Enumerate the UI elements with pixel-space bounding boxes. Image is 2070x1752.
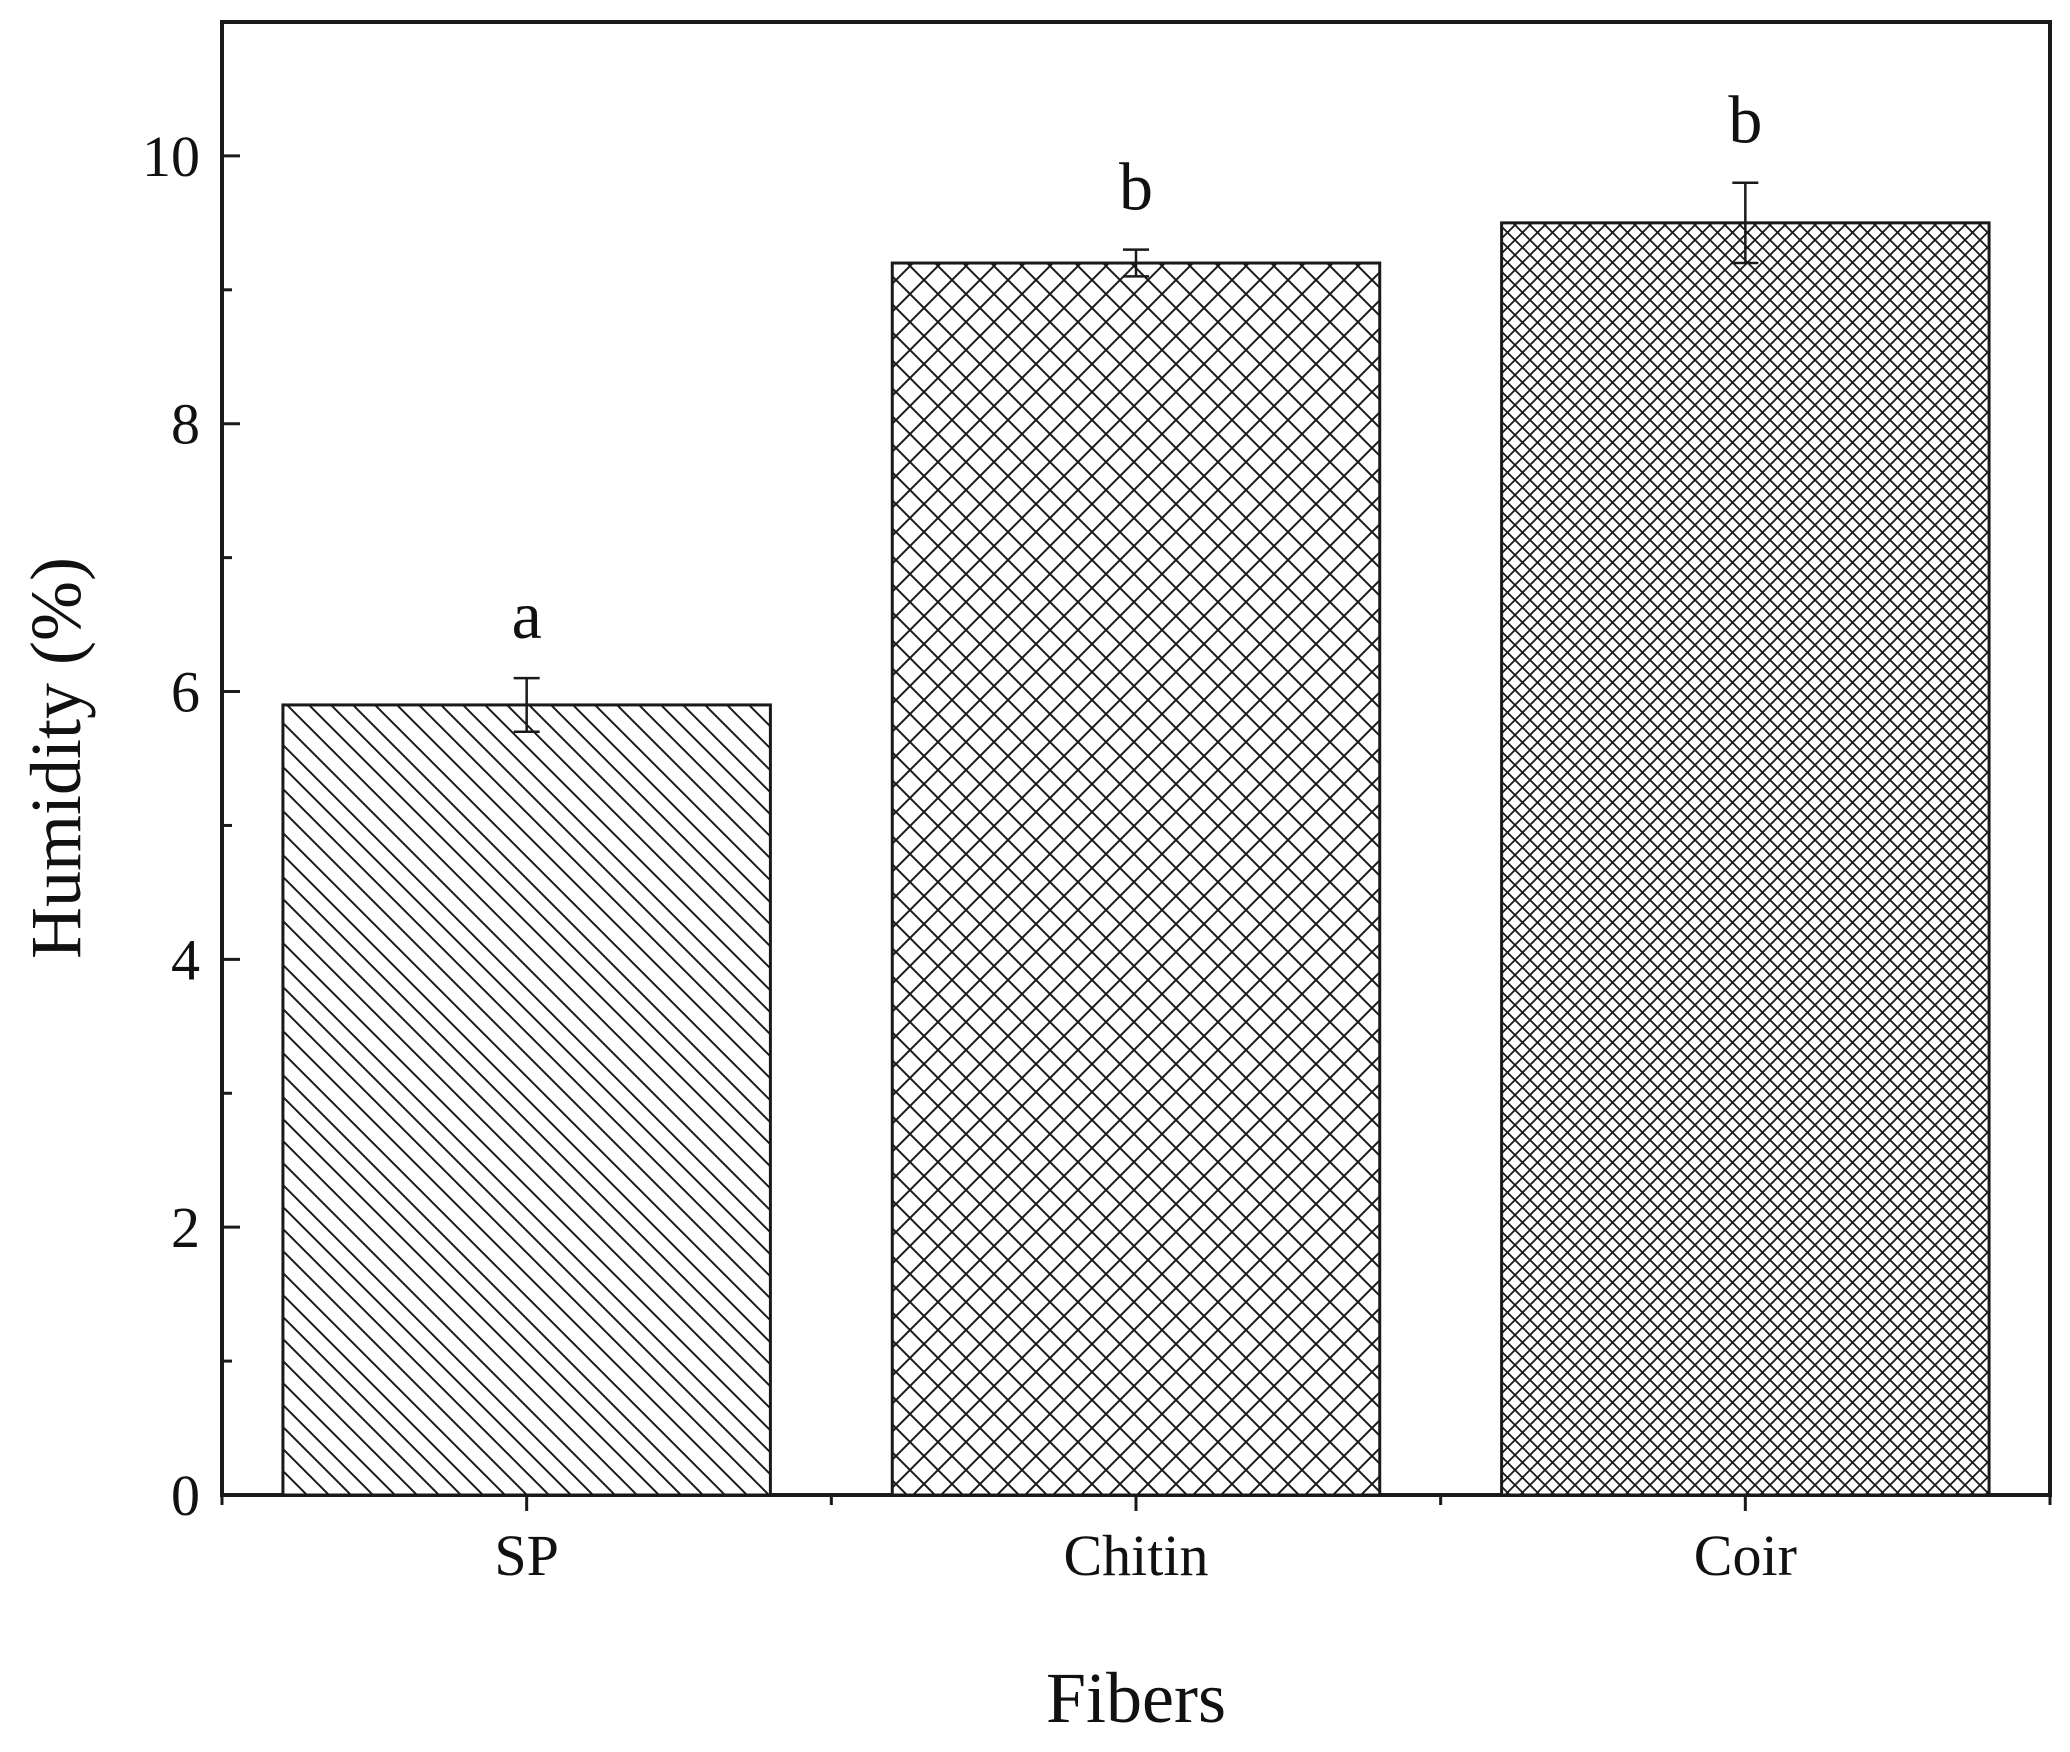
bar-chitin: [890, 261, 1382, 1497]
bar-sp: [281, 703, 772, 1497]
y-tick-label-4: 8: [171, 392, 200, 457]
x-tick-label-coir: Coir: [1694, 1523, 1797, 1588]
bar-coir: [1500, 221, 1991, 1497]
x-tick-label-chitin: Chitin: [1063, 1523, 1208, 1588]
y-tick-label-2: 4: [171, 927, 200, 992]
significance-label-sp: a: [512, 577, 542, 653]
y-tick-label-5: 10: [142, 124, 200, 189]
bars-group: a b b: [281, 82, 1991, 1497]
y-axis-title: Humidity (%): [16, 557, 96, 959]
x-tick-label-sp: SP: [494, 1523, 559, 1588]
significance-label-coir: b: [1728, 82, 1762, 158]
x-axis: SP Chitin Coir: [220, 1495, 2052, 1588]
y-tick-label-1: 2: [171, 1195, 200, 1260]
significance-label-chitin: b: [1119, 149, 1153, 225]
y-axis: 0 2 4 6 8 10: [142, 124, 240, 1528]
y-tick-label-3: 6: [171, 660, 200, 725]
x-axis-title: Fibers: [1046, 1658, 1226, 1738]
y-tick-label-0: 0: [171, 1463, 200, 1528]
